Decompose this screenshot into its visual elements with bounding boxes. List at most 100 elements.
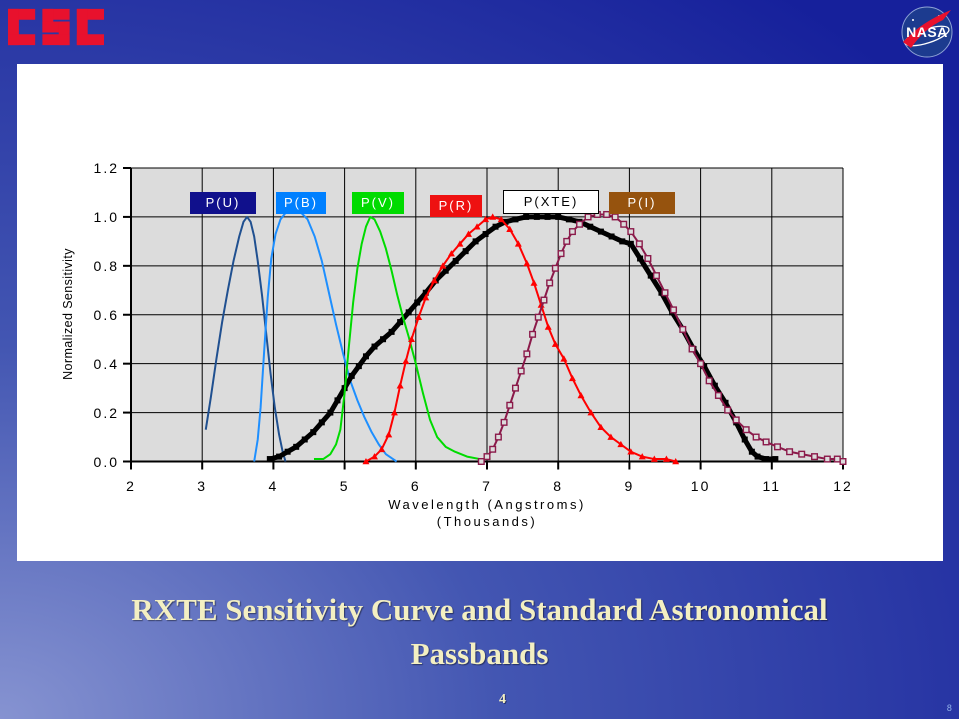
marker-P(R): [456, 240, 464, 247]
marker-P(I): [732, 416, 740, 424]
marker-P(R): [464, 230, 472, 237]
marker-P(I): [511, 384, 519, 392]
marker-P(I): [705, 377, 713, 385]
marker-P(XTE): [565, 216, 572, 223]
x-tick-label-9: 9: [624, 478, 635, 494]
marker-P(R): [607, 433, 615, 440]
marker-P(I): [724, 406, 732, 414]
marker-P(I): [529, 330, 537, 338]
marker-P(I): [523, 350, 531, 358]
marker-P(I): [620, 220, 628, 228]
marker-P(XTE): [310, 429, 317, 436]
marker-P(R): [385, 431, 393, 438]
marker-P(XTE): [619, 238, 626, 245]
marker-P(I): [517, 367, 525, 375]
marker-P(I): [534, 313, 542, 321]
marker-P(XTE): [388, 328, 395, 335]
marker-P(R): [638, 453, 646, 460]
x-tick-label-10: 10: [690, 478, 711, 494]
marker-P(I): [670, 306, 678, 314]
marker-P(XTE): [722, 399, 729, 406]
x-tick-label-3: 3: [197, 478, 208, 494]
marker-P(XTE): [772, 456, 779, 463]
marker-P(R): [523, 259, 531, 267]
marker-P(I): [752, 433, 760, 441]
series-line-P(U): [204, 215, 287, 462]
y-tick-label-1.2: 1.2: [93, 160, 119, 176]
marker-P(XTE): [748, 448, 755, 455]
x-tick-label-6: 6: [410, 478, 421, 494]
marker-P(R): [597, 423, 605, 431]
marker-P(I): [563, 237, 571, 245]
marker-P(R): [650, 455, 658, 462]
marker-P(R): [482, 215, 490, 223]
marker-P(I): [635, 240, 643, 248]
marker-P(XTE): [587, 223, 594, 230]
marker-P(XTE): [512, 216, 519, 223]
marker-P(I): [652, 272, 660, 280]
marker-P(I): [811, 453, 819, 461]
legend-P(R): P(R): [430, 195, 482, 217]
marker-P(R): [489, 213, 497, 220]
marker-P(R): [439, 262, 447, 269]
marker-P(R): [415, 313, 423, 320]
series-line-P(R): [365, 215, 676, 463]
y-tick-label-0.8: 0.8: [93, 257, 119, 274]
marker-P(XTE): [362, 353, 369, 360]
marker-P(XTE): [348, 372, 355, 379]
marker-P(XTE): [658, 289, 665, 296]
marker-P(I): [557, 250, 565, 258]
marker-P(XTE): [597, 228, 604, 235]
marker-P(XTE): [371, 343, 378, 350]
marker-P(R): [568, 374, 576, 382]
marker-P(I): [546, 279, 554, 287]
marker-P(XTE): [637, 255, 644, 262]
marker-P(R): [422, 294, 430, 301]
marker-P(XTE): [462, 248, 469, 255]
x-tick-label-7: 7: [482, 478, 492, 494]
marker-P(XTE): [555, 213, 562, 220]
marker-P(R): [402, 357, 410, 365]
slide-title: RXTE Sensitivity Curve and Standard Astr…: [131, 592, 828, 672]
marker-P(I): [742, 426, 750, 434]
marker-P(R): [390, 409, 398, 416]
marker-P(XTE): [627, 240, 634, 247]
marker-P(I): [603, 210, 611, 218]
marker-P(XTE): [380, 336, 387, 343]
marker-P(R): [587, 409, 595, 416]
csc-logo: [8, 8, 104, 46]
marker-P(XTE): [276, 453, 283, 460]
marker-P(XTE): [397, 319, 404, 326]
x-tick-label-5: 5: [339, 478, 350, 494]
marker-P(R): [362, 458, 370, 465]
marker-P(R): [378, 445, 386, 453]
marker-P(I): [833, 455, 841, 463]
marker-P(R): [530, 279, 538, 286]
marker-P(R): [514, 240, 522, 247]
y-tick-label-1.0: 1.0: [93, 208, 119, 225]
marker-P(R): [408, 335, 416, 343]
marker-P(XTE): [327, 409, 334, 416]
marker-P(I): [786, 448, 794, 456]
marker-P(I): [714, 391, 722, 399]
marker-P(I): [506, 401, 514, 409]
marker-P(I): [477, 458, 485, 466]
marker-P(XTE): [472, 238, 479, 245]
marker-P(XTE): [355, 363, 362, 370]
marker-P(I): [551, 264, 559, 272]
marker-P(I): [762, 438, 770, 446]
x-axis-title: Wavelength (Angstroms): [388, 497, 586, 512]
x-tick-label-4: 4: [268, 478, 279, 494]
marker-P(R): [560, 355, 568, 362]
legend-P(I): P(I): [609, 192, 675, 214]
marker-P(XTE): [701, 363, 708, 370]
marker-P(R): [662, 455, 670, 462]
legend-P(U): P(U): [190, 192, 256, 214]
marker-P(XTE): [318, 419, 325, 426]
marker-P(XTE): [502, 218, 509, 225]
x-tick-label-8: 8: [553, 478, 564, 494]
marker-P(I): [576, 220, 584, 228]
marker-P(XTE): [544, 213, 551, 220]
corner-mark: 8: [946, 704, 952, 714]
